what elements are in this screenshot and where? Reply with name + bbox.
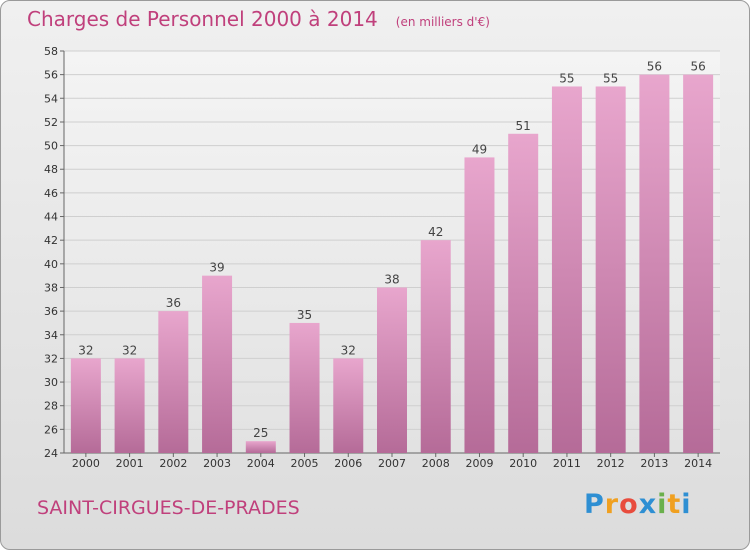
x-tick-label: 2009 [465, 457, 493, 470]
y-tick-label: 24 [44, 447, 58, 460]
bar [464, 157, 495, 454]
x-tick-label: 2010 [509, 457, 537, 470]
y-tick-label: 26 [44, 423, 58, 436]
y-tick-label: 38 [44, 281, 58, 294]
x-tick-label: 2001 [116, 457, 144, 470]
data-label: 51 [516, 119, 531, 133]
bar [70, 358, 101, 453]
y-tick-label: 58 [44, 45, 58, 58]
y-tick-label: 28 [44, 400, 58, 413]
y-tick-label: 44 [44, 211, 58, 224]
y-tick-label: 30 [44, 376, 58, 389]
y-tick-label: 46 [44, 187, 58, 200]
bar [377, 287, 407, 453]
x-tick-label: 2011 [553, 457, 581, 470]
x-tick-label: 2012 [597, 457, 625, 470]
bar [289, 322, 320, 453]
x-tick-label: 2000 [72, 457, 100, 470]
data-label: 36 [166, 296, 181, 310]
bar [508, 133, 539, 453]
logo-letter: r [604, 489, 620, 520]
bar [639, 74, 670, 453]
bar [595, 86, 626, 454]
x-tick-label: 2005 [291, 457, 319, 470]
bar [683, 74, 714, 453]
logo-letter: t [667, 489, 682, 520]
logo-letter: i [657, 489, 668, 520]
y-tick-label: 54 [44, 92, 58, 105]
logo-letter: x [638, 489, 658, 520]
x-tick-label: 2014 [684, 457, 712, 470]
proxiti-logo: Proxiti [584, 489, 692, 520]
chart-subtitle: (en milliers d'€) [395, 15, 490, 29]
data-label: 55 [603, 71, 618, 85]
data-label: 38 [384, 272, 399, 286]
commune-name: SAINT-CIRGUES-DE-PRADES [37, 497, 300, 519]
x-tick-label: 2002 [159, 457, 187, 470]
bar [420, 240, 451, 453]
y-tick-label: 50 [44, 140, 58, 153]
x-tick-label: 2008 [422, 457, 450, 470]
data-label: 56 [647, 60, 662, 74]
bar [158, 311, 189, 453]
bar [551, 86, 582, 454]
bar [245, 441, 276, 453]
y-tick-label: 52 [44, 116, 58, 129]
data-label: 25 [253, 426, 268, 440]
y-tick-label: 36 [44, 305, 58, 318]
data-label: 35 [297, 308, 312, 322]
data-label: 32 [122, 343, 137, 357]
bar [333, 358, 364, 453]
x-tick-label: 2004 [247, 457, 275, 470]
data-label: 32 [341, 343, 356, 357]
data-label: 42 [428, 225, 443, 239]
data-label: 56 [690, 60, 705, 74]
chart-title: Charges de Personnel 2000 à 2014 (en mill… [27, 7, 490, 31]
data-label: 32 [78, 343, 93, 357]
x-tick-label: 2007 [378, 457, 406, 470]
bar [202, 275, 233, 453]
y-tick-label: 34 [44, 329, 58, 342]
logo-letter: i [681, 489, 692, 520]
y-tick-label: 32 [44, 352, 58, 365]
bar [114, 358, 145, 453]
y-tick-label: 40 [44, 258, 58, 271]
data-label: 39 [209, 261, 224, 275]
logo-letter: o [619, 489, 639, 520]
title-text: Charges de Personnel 2000 à 2014 [27, 7, 378, 31]
logo-letter: P [584, 489, 605, 520]
x-tick-label: 2003 [203, 457, 231, 470]
x-tick-label: 2013 [640, 457, 668, 470]
x-tick-label: 2006 [334, 457, 362, 470]
y-tick-label: 56 [44, 69, 58, 82]
y-tick-label: 48 [44, 163, 58, 176]
data-label: 55 [559, 71, 574, 85]
y-tick-label: 42 [44, 234, 58, 247]
data-label: 49 [472, 142, 487, 156]
